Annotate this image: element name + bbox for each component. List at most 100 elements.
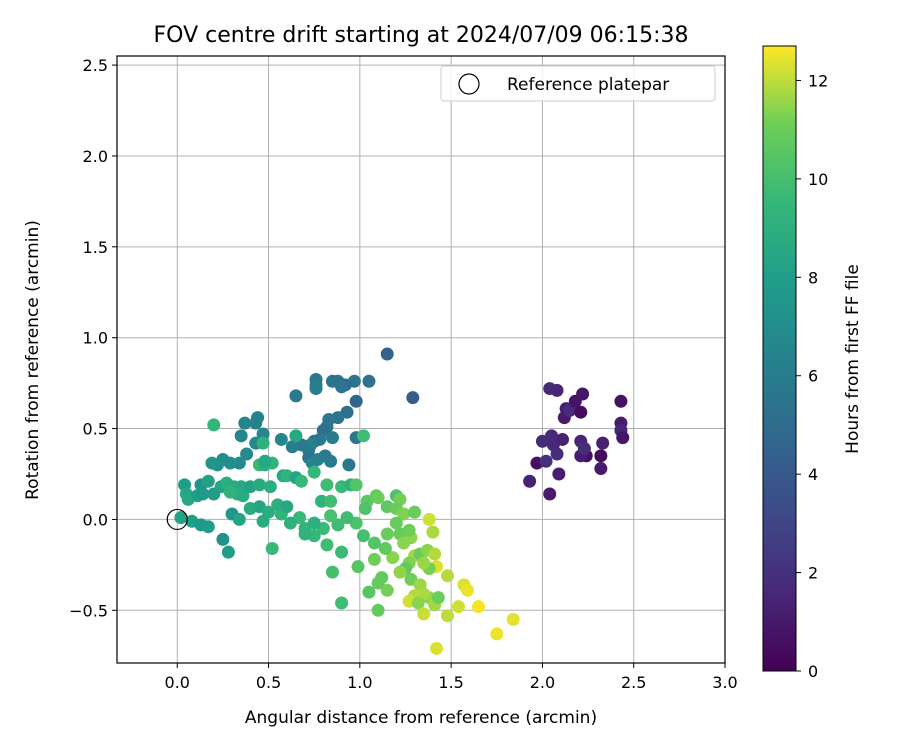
data-point (451, 600, 465, 614)
data-point (256, 436, 270, 450)
legend: Reference platepar (440, 65, 716, 102)
data-point (539, 454, 553, 468)
data-point (378, 542, 392, 556)
data-point (472, 600, 486, 614)
grid (117, 56, 726, 663)
data-point (506, 612, 520, 626)
data-point (280, 500, 294, 514)
data-point (614, 394, 628, 408)
data-point (289, 389, 303, 403)
data-point (594, 462, 608, 476)
x-tick-label: 0.5 (256, 673, 281, 692)
data-point (577, 442, 591, 456)
data-point (430, 641, 444, 655)
chart-title: FOV centre drift starting at 2024/07/09 … (154, 23, 689, 48)
colorbar-tick-label: 12 (808, 71, 828, 90)
x-tick-label: 3.0 (712, 673, 737, 692)
colorbar-tick-label: 2 (808, 564, 818, 583)
data-point (550, 447, 564, 461)
colorbar-ticks: 0 2 4 6 8 10 12 (796, 71, 828, 681)
data-point (234, 429, 248, 443)
colorbar-gradient (762, 45, 797, 672)
data-point (397, 507, 411, 521)
data-point (331, 518, 345, 532)
data-point (576, 387, 590, 401)
reference-marker-layer (166, 508, 188, 531)
data-point (417, 556, 431, 570)
data-point (375, 571, 389, 585)
data-point (223, 485, 237, 499)
data-point (256, 514, 270, 528)
data-point (309, 382, 323, 396)
data-point (349, 478, 363, 492)
data-point (358, 502, 372, 516)
y-tick-label: −0.5 (69, 601, 108, 620)
data-point (240, 447, 254, 461)
data-point (523, 474, 537, 488)
data-point (314, 494, 328, 508)
data-point (422, 512, 436, 526)
x-tick-label: 1.5 (438, 673, 463, 692)
data-point (274, 432, 288, 446)
data-point (461, 583, 475, 597)
x-tick-label: 2.0 (530, 673, 555, 692)
data-point (201, 520, 215, 534)
data-point (294, 474, 308, 488)
data-point (371, 603, 385, 617)
plot-frame (116, 55, 726, 664)
data-point (258, 454, 272, 468)
data-point (289, 429, 303, 443)
data-point (335, 596, 349, 610)
data-point (380, 527, 394, 541)
x-axis-label: Angular distance from reference (arcmin) (245, 708, 597, 728)
data-point (386, 551, 400, 565)
data-point (428, 547, 442, 561)
data-point (325, 431, 339, 445)
y-tick-label: 1.5 (83, 238, 108, 257)
data-point (393, 565, 407, 579)
scatter-points (174, 347, 630, 655)
data-point (545, 429, 559, 443)
data-point (174, 511, 188, 525)
data-point (221, 545, 235, 559)
data-point (335, 545, 349, 559)
data-point (307, 516, 321, 530)
data-point (232, 512, 246, 526)
data-point (594, 449, 608, 463)
data-point (207, 418, 221, 432)
colorbar-tick-label: 4 (808, 465, 818, 484)
data-point (201, 474, 215, 488)
x-tick-label: 1.0 (347, 673, 372, 692)
data-point (616, 431, 630, 445)
data-point (216, 532, 230, 546)
data-point (265, 542, 279, 556)
data-point (543, 487, 557, 501)
data-point (389, 516, 403, 530)
data-point (263, 480, 277, 494)
y-tick-label: 0.5 (83, 420, 108, 439)
y-axis-ticks: −0.5 0.0 0.5 1.0 1.5 2.0 2.5 (69, 56, 117, 620)
data-point (324, 494, 338, 508)
data-point (408, 505, 422, 519)
data-point (367, 536, 381, 550)
data-point (298, 527, 312, 541)
data-point (411, 596, 425, 610)
data-point (574, 405, 588, 419)
data-point (236, 489, 250, 503)
y-axis-label: Rotation from reference (arcmin) (23, 220, 43, 500)
data-point (325, 565, 339, 579)
data-point (196, 487, 210, 501)
data-point (406, 391, 420, 405)
y-tick-label: 1.0 (83, 329, 108, 348)
data-point (550, 383, 564, 397)
data-point (556, 432, 570, 446)
data-point (356, 529, 370, 543)
data-point (320, 478, 334, 492)
data-point (342, 458, 356, 472)
data-point (397, 536, 411, 550)
x-tick-label: 2.5 (621, 673, 646, 692)
y-tick-label: 2.5 (83, 56, 108, 75)
reference-platepar-marker (166, 508, 188, 531)
legend-box (440, 65, 716, 102)
data-point (335, 380, 349, 394)
